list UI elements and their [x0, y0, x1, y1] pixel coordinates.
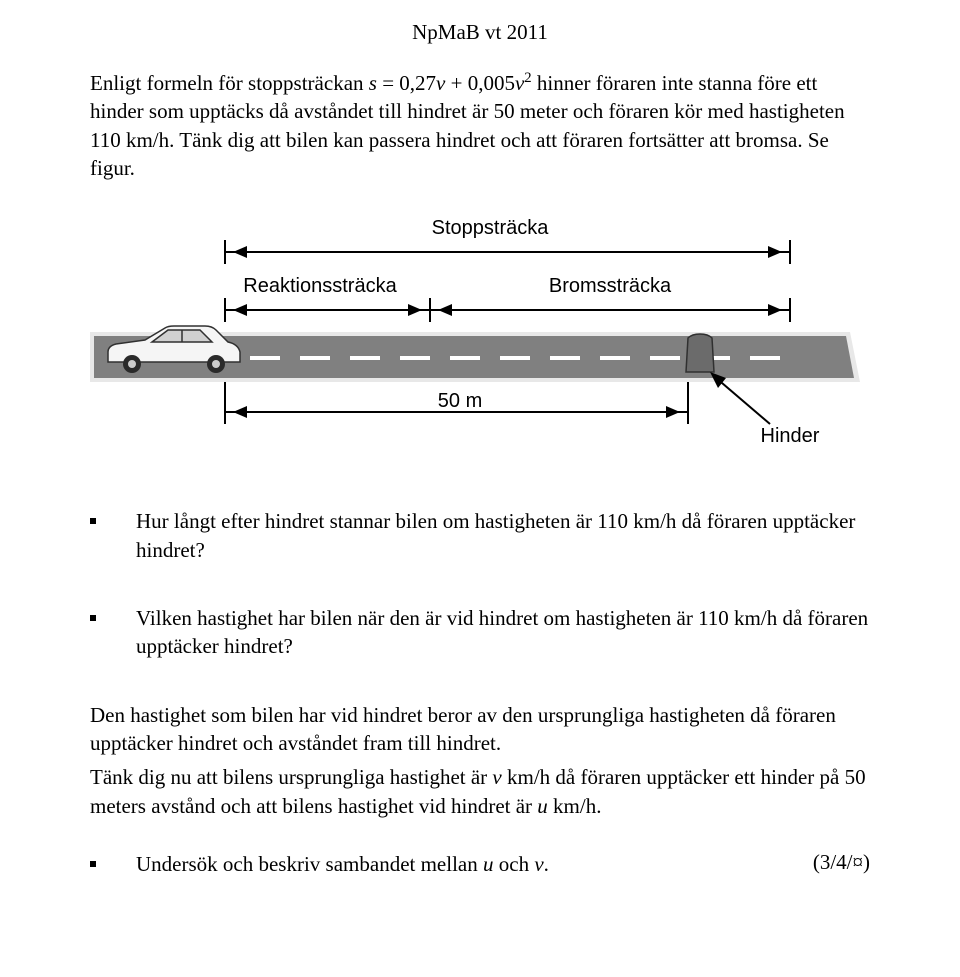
intro-text-1: Enligt formeln för stoppsträckan	[90, 71, 369, 95]
p3b-v: v	[492, 765, 501, 789]
formula-s: s	[369, 71, 377, 95]
label-bromsstracka: Bromssträcka	[549, 275, 672, 297]
bullet-icon	[90, 615, 96, 621]
b4-text-2: och	[494, 852, 535, 876]
intro-paragraph: Enligt formeln för stoppsträckan s = 0,2…	[90, 69, 870, 182]
label-hinder: Hinder	[761, 425, 820, 447]
label-reaktionsstracka: Reaktionssträcka	[243, 275, 397, 297]
b4-text-1: Undersök och beskriv sambandet mellan	[136, 852, 483, 876]
p3b-u: u	[537, 794, 548, 818]
bullet-text-2: Vilken hastighet har bilen när den är vi…	[136, 604, 870, 661]
bullet-item-4: Undersök och beskriv sambandet mellan u …	[90, 850, 870, 878]
formula-exp: 2	[524, 70, 531, 86]
formula-plus: + 0,005	[445, 71, 515, 95]
formula-eq: = 0,27	[377, 71, 436, 95]
p3b-text-3: km/h.	[548, 794, 602, 818]
bullet-item-1: Hur långt efter hindret stannar bilen om…	[90, 507, 870, 564]
b4-u: u	[483, 852, 494, 876]
p3b-text-1: Tänk dig nu att bilens ursprungliga hast…	[90, 765, 492, 789]
bullet-item-2: Vilken hastighet har bilen när den är vi…	[90, 604, 870, 661]
paragraph-3a: Den hastighet som bilen har vid hindret …	[90, 701, 870, 758]
bullet-icon	[90, 861, 96, 867]
bullet-text-1: Hur långt efter hindret stannar bilen om…	[136, 507, 870, 564]
score-label: (3/4/¤)	[813, 850, 870, 875]
formula-v1: v	[436, 71, 445, 95]
label-50m: 50 m	[438, 390, 482, 412]
bullet-text-4: Undersök och beskriv sambandet mellan u …	[136, 850, 793, 878]
page-header: NpMaB vt 2011	[90, 20, 870, 45]
label-stoppstracka: Stoppsträcka	[432, 217, 550, 239]
b4-text-3: .	[544, 852, 549, 876]
formula-v2: v	[515, 71, 524, 95]
bullet-icon	[90, 518, 96, 524]
paragraph-3b: Tänk dig nu att bilens ursprungliga hast…	[90, 763, 870, 820]
figure: Stoppsträcka Reaktionssträcka Bromssträc…	[90, 212, 870, 477]
obstacle-icon	[686, 334, 714, 372]
b4-v: v	[534, 852, 543, 876]
